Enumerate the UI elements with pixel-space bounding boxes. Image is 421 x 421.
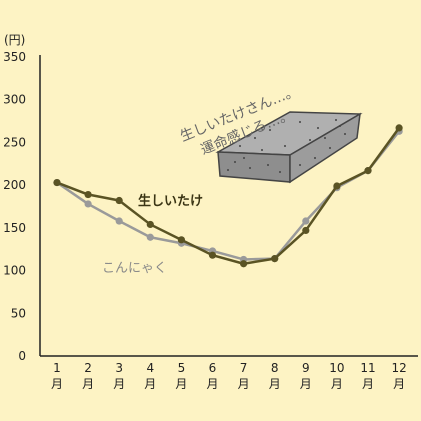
data-point <box>395 124 403 132</box>
x-tick-label: 1 <box>53 361 61 375</box>
x-tick-label-suffix: 月 <box>269 377 281 391</box>
data-point <box>333 182 341 190</box>
x-tick-label: 5 <box>178 361 186 375</box>
x-tick-label: 4 <box>146 361 154 375</box>
x-tick-label-suffix: 月 <box>206 377 218 391</box>
data-point <box>302 217 310 225</box>
data-point <box>364 167 372 175</box>
x-tick-label: 12 <box>391 361 406 375</box>
data-point <box>146 233 154 241</box>
data-point <box>146 220 154 229</box>
x-tick-label: 11 <box>360 361 375 375</box>
x-tick-labels: 1 月 2 月 3 月 4 月 5 月 6 月 7 月 8 月 9 月 10 月 11 月 12 月 <box>51 361 407 391</box>
y-tick-label: 200 <box>3 178 26 192</box>
data-point <box>84 190 92 199</box>
data-point <box>240 260 248 268</box>
series-line-1 <box>55 130 401 261</box>
y-tick-label: 100 <box>3 264 26 278</box>
x-tick-label-suffix: 月 <box>393 377 405 391</box>
konnyaku-illustration <box>215 111 363 184</box>
x-tick-label: 2 <box>84 361 92 375</box>
series-group <box>53 124 403 268</box>
series-line-0 <box>55 126 401 265</box>
y-tick-label: 350 <box>3 50 26 64</box>
x-tick-label: 9 <box>302 361 310 375</box>
data-point <box>53 178 61 187</box>
y-tick-label: 300 <box>3 93 26 107</box>
x-tick-label-suffix: 月 <box>82 377 94 391</box>
data-point <box>177 236 185 244</box>
data-point <box>271 255 279 263</box>
series-label-shiitake: 生しいたけ <box>138 193 203 209</box>
x-tick-label-suffix: 月 <box>362 377 374 391</box>
y-tick-label: 250 <box>3 135 26 149</box>
x-tick-label-suffix: 月 <box>113 377 125 391</box>
x-tick-label: 3 <box>115 361 123 375</box>
x-tick-label-suffix: 月 <box>51 377 63 391</box>
y-unit-label: (円) <box>4 33 25 47</box>
y-tick-labels: 0 50 100 150 200 250 300 350 <box>3 50 26 363</box>
data-point <box>84 200 92 208</box>
x-tick-label-suffix: 月 <box>331 377 343 391</box>
x-tick-label-suffix: 月 <box>238 377 250 391</box>
data-point <box>208 251 217 259</box>
series-label-konnyaku: こんにゃく <box>102 261 167 276</box>
x-tick-label: 8 <box>271 361 279 375</box>
data-point <box>115 196 123 205</box>
x-tick-label-suffix: 月 <box>175 377 187 391</box>
data-point <box>302 226 310 235</box>
x-tick-label: 7 <box>240 361 248 375</box>
x-tick-label-suffix: 月 <box>300 377 312 391</box>
x-tick-label: 10 <box>329 361 344 375</box>
y-tick-label: 50 <box>11 306 26 320</box>
x-tick-label-suffix: 月 <box>144 377 156 391</box>
data-point <box>115 217 123 225</box>
y-tick-label: 150 <box>3 221 26 235</box>
x-tick-label: 6 <box>209 361 217 375</box>
y-tick-label: 0 <box>18 349 26 363</box>
